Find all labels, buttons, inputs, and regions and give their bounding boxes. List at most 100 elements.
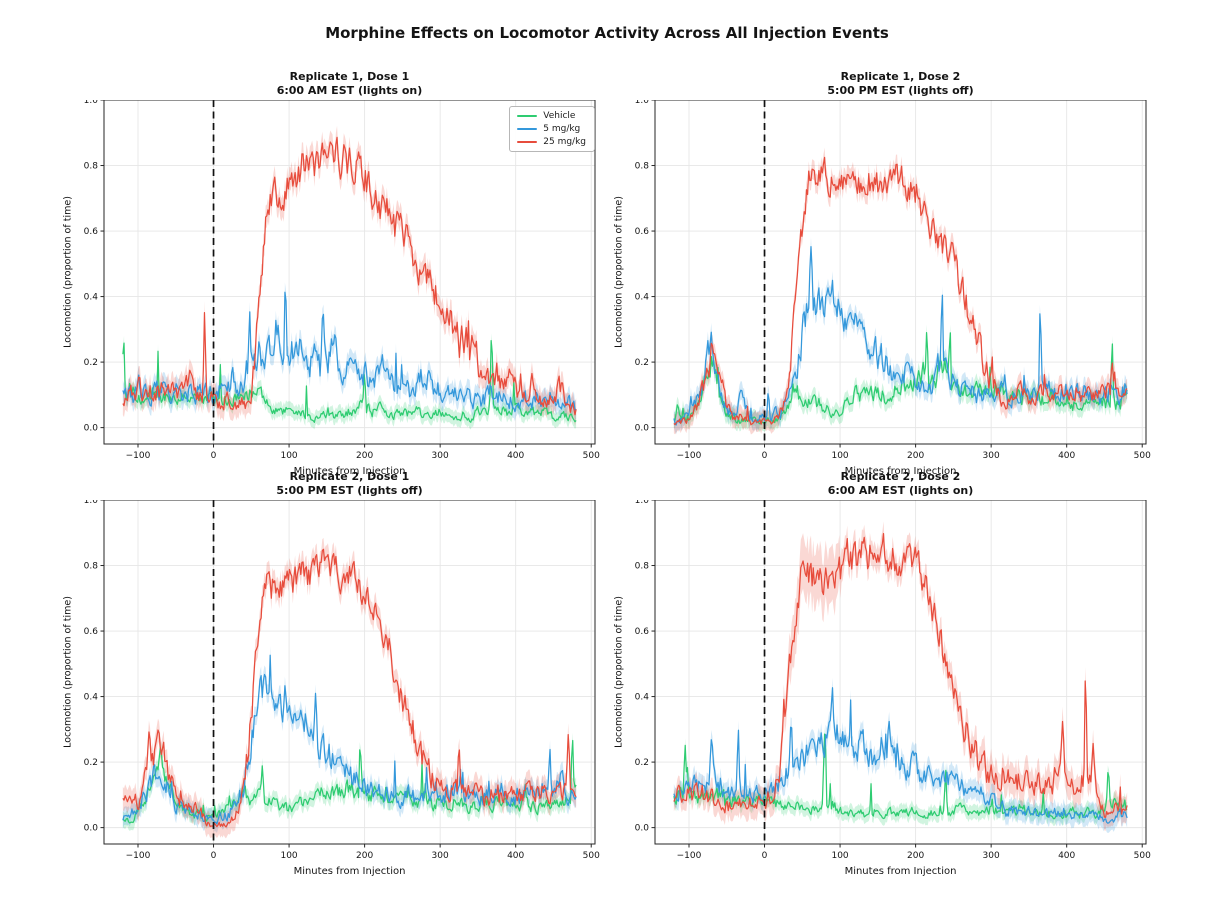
trace-5-mg-kg [122,291,577,413]
x-tick-label: 200 [907,451,924,461]
x-tick-label: 0 [211,851,217,861]
trace-5-mg-kg [122,654,577,825]
x-axis-label: Minutes from Injection [293,866,406,877]
x-tick-label: −100 [677,851,702,861]
legend-label: Vehicle [543,111,576,121]
trace-5-mg-kg [673,246,1128,426]
y-tick-label: 0.6 [84,627,99,637]
trace-25-mg-kg [122,136,577,416]
x-tick-label: 400 [507,851,524,861]
subplot-title-line1: Replicate 2, Dose 2 [840,470,961,483]
y-tick-label: 0.4 [635,293,650,303]
legend-label: 25 mg/kg [543,137,586,147]
x-tick-label: −100 [126,851,151,861]
x-tick-label: 100 [280,851,297,861]
x-tick-label: 100 [831,851,848,861]
x-tick-label: 500 [583,851,600,861]
trace-vehicle [122,739,577,824]
y-tick-label: 0.6 [84,227,99,237]
subplot-replicate1-dose2: Replicate 1, Dose 2 5:00 PM EST (lights … [605,70,1160,490]
y-tick-label: 0.4 [84,693,99,703]
y-tick-label: 0.2 [84,758,98,768]
subplot-title-line1: Replicate 1, Dose 1 [289,70,410,83]
subplot-replicate2-dose2: Replicate 2, Dose 2 6:00 AM EST (lights … [605,470,1160,890]
plot-area: −100 0 100 200 300 400 500 0.0 0.2 0.4 0.6 0.8 1.0 [635,500,1151,861]
y-tick-label: 0.0 [635,824,650,834]
x-tick-label: 300 [432,851,449,861]
y-tick-label: 0.0 [635,424,650,434]
subplot-title-line1: Replicate 2, Dose 1 [289,470,410,483]
subplot-title-line2: 5:00 PM EST (lights off) [276,483,423,497]
x-tick-label: 0 [762,451,768,461]
x-axis-label: Minutes from Injection [844,466,957,477]
x-tick-label: 500 [1134,451,1151,461]
y-tick-label: 0.4 [635,693,650,703]
y-tick-label: 1.0 [635,100,650,106]
figure-title: Morphine Effects on Locomotor Activity A… [325,24,889,42]
y-tick-label: 0.2 [84,358,98,368]
subplot-title-line2: 5:00 PM EST (lights off) [827,83,974,97]
y-tick-label: 0.8 [635,562,650,572]
x-tick-label: 200 [356,851,373,861]
plot-area: −100 0 100 200 300 400 500 0.0 0.2 0.4 0.6 0.8 1.0 [84,100,600,461]
ci-band-5-mg-kg [122,282,577,422]
subplot-title: Replicate 1, Dose 1 6:00 AM EST (lights … [104,70,595,97]
legend-entry-25mgkg: 25 mg/kg [517,137,586,147]
ci-band-vehicle [673,726,1128,826]
x-tick-label: 500 [1134,851,1151,861]
x-tick-label: 300 [983,851,1000,861]
y-tick-label: 0.0 [84,824,99,834]
x-tick-label: −100 [677,451,702,461]
x-tick-label: 100 [280,451,297,461]
x-tick-label: −100 [126,451,151,461]
x-tick-label: 200 [356,451,373,461]
y-tick-label: 0.4 [84,293,99,303]
x-tick-label: 400 [1058,451,1075,461]
plot-area: −100 0 100 200 300 400 500 0.0 0.2 0.4 0.6 0.8 1.0 [635,100,1151,461]
y-tick-label: 0.0 [84,424,99,434]
plot-area: −100 0 100 200 300 400 500 0.0 0.2 0.4 0.6 0.8 1.0 [84,500,600,861]
y-tick-label: 1.0 [84,100,99,106]
y-tick-label: 1.0 [635,500,650,506]
trace-25-mg-kg [673,156,1128,426]
subplot-replicate1-dose1: Replicate 1, Dose 1 6:00 AM EST (lights … [54,70,609,490]
legend-line-swatch [517,127,538,131]
trace-5-mg-kg [673,687,1128,824]
subplot-replicate2-dose1: Replicate 2, Dose 1 5:00 PM EST (lights … [54,470,609,890]
axes-spines [654,100,1147,445]
x-tick-label: 100 [831,451,848,461]
x-tick-label: 400 [1058,851,1075,861]
subplot-title: Replicate 2, Dose 2 6:00 AM EST (lights … [655,470,1146,497]
trace-25-mg-kg [673,532,1128,818]
x-tick-label: 500 [583,451,600,461]
subplot-title-line1: Replicate 1, Dose 2 [840,70,961,83]
x-tick-label: 0 [762,851,768,861]
subplot-title-line2: 6:00 AM EST (lights on) [827,483,974,497]
x-tick-label: 300 [432,451,449,461]
x-tick-label: 300 [983,451,1000,461]
ci-band-5-mg-kg [673,677,1128,834]
x-axis-label: Minutes from Injection [293,466,406,477]
x-axis-label: Minutes from Injection [844,866,957,877]
y-tick-label: 0.8 [635,162,650,172]
y-tick-label: 0.8 [84,162,99,172]
legend-entry-vehicle: Vehicle [517,111,586,121]
legend-line-swatch [517,140,538,144]
ci-band-25-mg-kg [122,125,577,427]
legend-box: Vehicle 5 mg/kg 25 mg/kg [509,106,595,152]
ci-band-25-mg-kg [673,521,1128,831]
subplot-title: Replicate 1, Dose 2 5:00 PM EST (lights … [655,70,1146,97]
x-tick-label: 400 [507,451,524,461]
legend-label: 5 mg/kg [543,124,581,134]
ci-band-5-mg-kg [673,237,1128,435]
y-tick-label: 0.8 [84,562,99,572]
y-tick-label: 0.2 [635,358,649,368]
legend-line-swatch [517,114,538,118]
y-tick-label: 1.0 [84,500,99,506]
legend-entry-5mgkg: 5 mg/kg [517,124,586,134]
axes-spines [103,500,596,845]
y-tick-label: 0.6 [635,627,650,637]
y-tick-label: 0.2 [635,758,649,768]
trace-25-mg-kg [122,548,577,828]
